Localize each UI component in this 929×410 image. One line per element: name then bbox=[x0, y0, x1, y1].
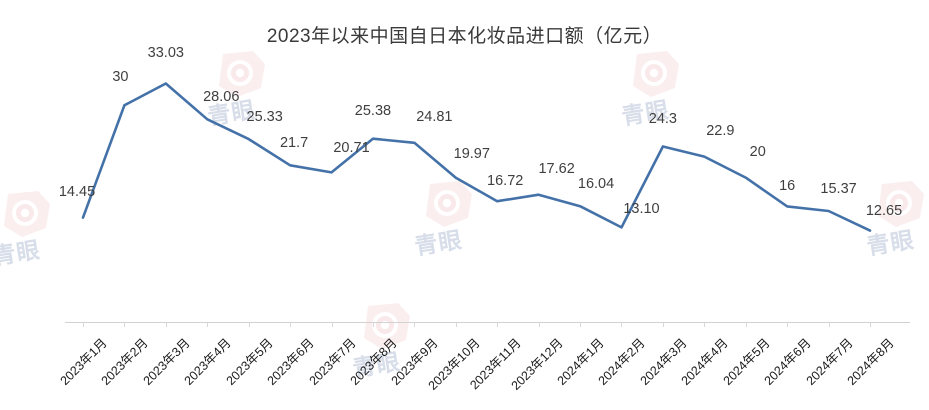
x-axis-label: 2023年10月 bbox=[425, 335, 483, 393]
x-axis-line bbox=[65, 322, 910, 327]
x-axis-label: 2024年7月 bbox=[803, 335, 856, 388]
x-axis-label: 2023年2月 bbox=[98, 335, 152, 388]
x-axis-label: 2023年7月 bbox=[306, 335, 359, 388]
x-axis-label: 2023年3月 bbox=[140, 335, 193, 388]
x-axis-tick bbox=[745, 323, 747, 327]
x-axis-tick bbox=[580, 323, 582, 327]
x-axis-label: 2023年4月 bbox=[181, 335, 234, 388]
x-axis-tick bbox=[621, 323, 623, 327]
x-axis-label: 2024年2月 bbox=[596, 335, 649, 388]
x-axis-label: 2023年1月 bbox=[57, 335, 110, 388]
x-axis-tick bbox=[207, 323, 209, 327]
x-axis-label: 2023年12月 bbox=[508, 335, 566, 393]
x-axis-tick bbox=[83, 323, 84, 327]
x-axis-label: 2023年5月 bbox=[223, 335, 276, 388]
x-axis-tick bbox=[662, 323, 664, 327]
x-axis-tick bbox=[787, 323, 789, 327]
x-axis-label: 2024年6月 bbox=[761, 335, 814, 388]
x-axis-label: 2024年4月 bbox=[678, 335, 732, 388]
x-axis-tick bbox=[124, 323, 126, 327]
x-axis-tick bbox=[165, 323, 167, 327]
x-axis-tick bbox=[455, 323, 457, 327]
x-axis-label: 2023年8月 bbox=[347, 335, 400, 388]
x-axis-tick bbox=[372, 323, 374, 327]
line-series-path bbox=[81, 82, 872, 232]
chart-title: 2023年以来中国自日本化妆品进口额（亿元） bbox=[266, 26, 663, 47]
x-axis-label: 2024年8月 bbox=[844, 335, 897, 388]
x-axis-tick bbox=[414, 323, 416, 327]
x-axis-tick bbox=[290, 323, 292, 327]
x-axis-label: 2024年5月 bbox=[720, 335, 773, 388]
plot-area bbox=[81, 82, 872, 232]
x-axis-tick bbox=[828, 323, 830, 327]
x-axis-label: 2023年9月 bbox=[388, 335, 442, 388]
watermark-text: 青眼 bbox=[350, 349, 403, 383]
x-axis-tick bbox=[538, 323, 540, 327]
x-axis-label: 2023年6月 bbox=[264, 335, 317, 388]
line-series-svg bbox=[81, 82, 872, 232]
x-axis-tick bbox=[331, 323, 333, 327]
x-axis-label: 2023年11月 bbox=[467, 335, 524, 393]
x-axis-label: 2024年3月 bbox=[637, 335, 690, 388]
x-axis-tick bbox=[704, 323, 706, 327]
x-axis-label: 2024年1月 bbox=[554, 335, 607, 388]
x-axis-tick bbox=[870, 323, 871, 327]
x-axis-tick bbox=[248, 323, 250, 327]
x-axis-tick bbox=[497, 323, 499, 327]
